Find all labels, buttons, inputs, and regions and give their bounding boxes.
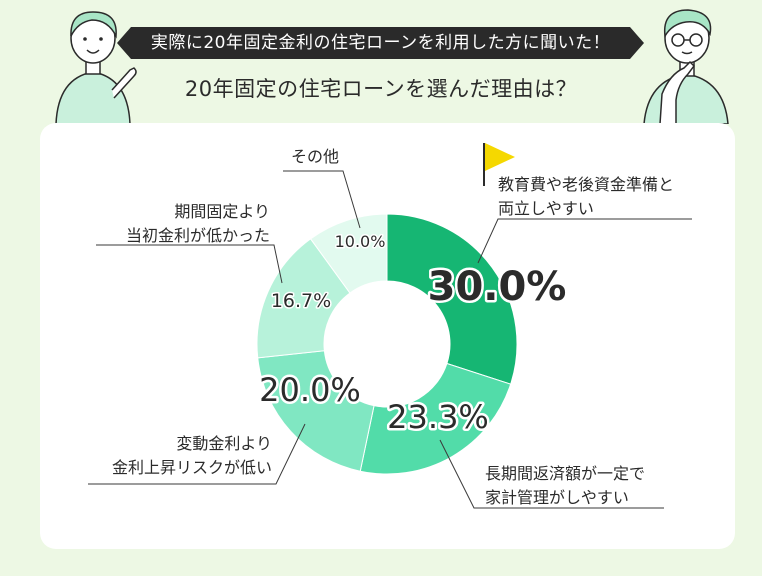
leader-line: [88, 423, 306, 485]
slice-label-line: 期間固定より: [174, 202, 270, 221]
pie-slice: [386, 213, 518, 385]
slice-label-line: 両立しやすい: [498, 199, 594, 218]
pie-slice: [257, 350, 375, 472]
person-right-illustration: [643, 9, 729, 124]
leader-line: [477, 218, 692, 264]
percentage-label: 10.0%: [335, 232, 386, 251]
slice-label: 長期間返済額が一定で家計管理がしやすい: [485, 464, 645, 507]
percentage-label: 23.3%: [387, 398, 489, 436]
person-left-illustration: [55, 11, 137, 124]
pie-slice: [309, 213, 388, 294]
pie-slice: [256, 238, 351, 359]
percentage-label: 30.0%: [428, 264, 567, 310]
slice-label: 変動金利より金利上昇リスクが低い: [112, 434, 272, 477]
slice-label-line: その他: [291, 147, 339, 166]
percentage-label: 20.0%: [259, 371, 361, 409]
page-title: 20年固定の住宅ローンを選んだ理由は？: [184, 77, 578, 101]
survey-banner: 実際に20年固定金利の住宅ローンを利用した方に聞いた！: [117, 27, 644, 59]
slice-label-line: 教育費や老後資金準備と: [498, 175, 674, 194]
leader-line: [96, 244, 283, 284]
chart-card: [40, 123, 735, 549]
slice-label-line: 当初金利が低かった: [126, 226, 270, 245]
slice-label: その他: [291, 147, 339, 166]
slice-label-line: 金利上昇リスクが低い: [112, 458, 272, 477]
leader-line: [439, 439, 664, 509]
slice-label: 教育費や老後資金準備と両立しやすい: [498, 175, 674, 218]
leader-line: [283, 170, 361, 229]
slice-label: 期間固定より当初金利が低かった: [126, 202, 270, 245]
slice-label-line: 家計管理がしやすい: [485, 488, 629, 507]
slice-label-line: 変動金利より: [176, 434, 272, 453]
percentage-label: 16.7%: [271, 290, 331, 312]
slice-label-line: 長期間返済額が一定で: [485, 464, 645, 483]
flag-icon: [485, 143, 515, 171]
pie-slice: [359, 362, 512, 475]
